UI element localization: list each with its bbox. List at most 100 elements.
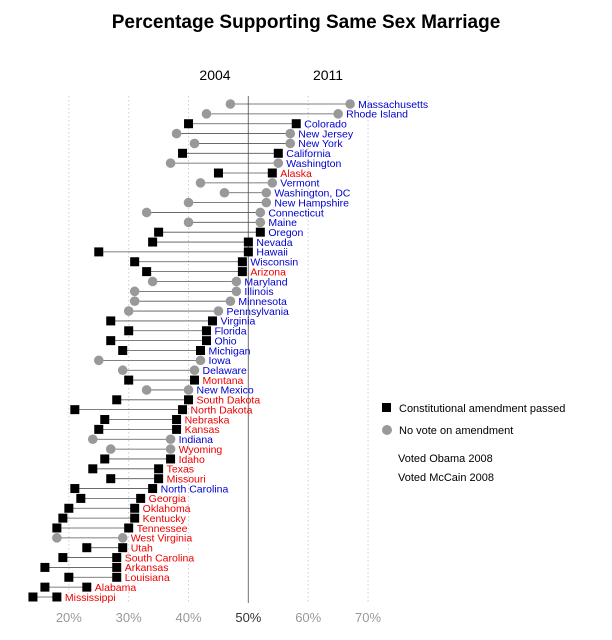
state-row-nebraska: Nebraska [100, 414, 230, 426]
point-2004-south-dakota [112, 395, 122, 405]
point-2004-arizona [142, 267, 152, 277]
point-2004-hawaii [94, 247, 104, 257]
point-2011-oregon [255, 227, 265, 237]
point-2011-virginia [207, 316, 217, 326]
state-label-north-carolina: North Carolina [161, 483, 229, 495]
state-label-iowa: Iowa [209, 355, 231, 367]
state-row-utah: Utah [82, 543, 153, 555]
legend-obama-label: Voted Obama 2008 [398, 453, 493, 465]
point-2004-south-carolina [58, 553, 68, 563]
point-2004-north-dakota [70, 405, 80, 415]
state-row-virginia: Virginia [106, 316, 255, 328]
state-label-wisconsin: Wisconsin [250, 257, 298, 269]
point-2004-ohio [106, 336, 116, 346]
state-label-ohio: Ohio [214, 335, 236, 347]
point-2011-connecticut [255, 207, 266, 218]
state-label-vermont: Vermont [280, 178, 319, 190]
state-label-louisiana: Louisiana [125, 572, 170, 584]
point-2004-delaware [117, 365, 128, 376]
point-2004-california [178, 148, 188, 158]
point-2011-vermont [267, 178, 278, 188]
state-label-nebraska: Nebraska [185, 414, 230, 426]
point-2004-texas [88, 464, 98, 474]
point-2004-arkansas [40, 562, 50, 572]
state-label-washington: Washington [286, 158, 341, 170]
point-2011-new-jersey [285, 128, 296, 139]
point-2011-arizona [237, 267, 247, 277]
state-label-illinois: Illinois [244, 286, 273, 298]
point-2004-illinois [129, 286, 140, 297]
point-2011-new-mexico [183, 385, 194, 395]
point-2011-south-carolina [112, 553, 122, 563]
point-2004-wyoming [105, 444, 116, 454]
point-2011-michigan [196, 346, 205, 355]
point-2011-ohio [201, 336, 211, 346]
point-2004-new-york [189, 138, 200, 149]
point-2011-utah [118, 543, 128, 553]
state-label-west-virginia: West Virginia [131, 533, 193, 545]
point-2011-arkansas [112, 562, 122, 572]
state-row-oklahoma: Oklahoma [64, 503, 191, 515]
point-2004-rhode-island [201, 109, 212, 119]
x-tick-label-40: 40% [176, 610, 202, 625]
state-label-washington-dc: Washington, DC [274, 188, 350, 200]
x-tick-label-60: 60% [295, 610, 321, 625]
point-2004-tennessee [52, 523, 62, 533]
state-label-kentucky: Kentucky [143, 513, 187, 525]
point-2011-massachusetts [345, 99, 355, 109]
point-2004-oklahoma [64, 503, 74, 513]
point-2011-georgia [136, 493, 146, 503]
point-2004-massachusetts [225, 99, 236, 109]
state-label-arizona: Arizona [250, 266, 286, 278]
year-label-2011: 2011 [313, 67, 343, 83]
state-label-missouri: Missouri [167, 473, 206, 485]
state-label-kansas: Kansas [185, 424, 220, 436]
point-2011-louisiana [112, 572, 122, 582]
point-2011-delaware [189, 365, 200, 376]
state-label-florida: Florida [214, 326, 246, 338]
state-row-new-mexico: New Mexico [141, 385, 254, 397]
state-row-connecticut: Connecticut [141, 207, 324, 219]
point-2004-georgia [76, 493, 86, 503]
state-label-indiana: Indiana [179, 434, 214, 446]
point-2011-north-dakota [178, 405, 188, 415]
state-label-hawaii: Hawaii [256, 247, 288, 259]
legend-no-vote-label: No vote on amendment [399, 425, 513, 437]
point-2011-new-hampshire [261, 197, 272, 208]
state-label-colorado: Colorado [304, 119, 347, 131]
point-2011-rhode-island [333, 109, 343, 119]
state-row-vermont: Vermont [195, 178, 319, 190]
point-2011-montana [190, 375, 200, 385]
point-2004-utah [82, 543, 92, 553]
point-2011-south-dakota [184, 395, 194, 405]
point-2004-florida [124, 326, 134, 336]
state-label-michigan: Michigan [209, 345, 251, 357]
point-2011-kentucky [130, 513, 140, 523]
state-label-texas: Texas [167, 464, 194, 476]
state-label-alabama: Alabama [95, 582, 137, 594]
legend-no-vote-icon [382, 425, 392, 435]
state-label-alaska: Alaska [280, 168, 312, 180]
point-2004-idaho [100, 454, 110, 464]
legend: Constitutional amendment passed No vote … [382, 403, 565, 484]
x-tick-label-70: 70% [355, 610, 381, 625]
state-label-arkansas: Arkansas [125, 562, 169, 574]
point-2011-nebraska [172, 415, 182, 425]
point-2004-wisconsin [130, 257, 140, 267]
grid-layer [68, 96, 369, 603]
point-2004-michigan [118, 346, 128, 355]
point-2011-pennsylvania [213, 306, 224, 316]
state-label-maryland: Maryland [244, 276, 287, 288]
state-label-south-carolina: South Carolina [125, 552, 195, 564]
point-2011-indiana [165, 434, 176, 445]
state-row-california: California [178, 148, 331, 160]
state-row-washington-dc: Washington, DC [219, 188, 351, 200]
state-label-georgia: Georgia [149, 493, 187, 505]
state-row-arkansas: Arkansas [40, 562, 169, 574]
state-row-kansas: Kansas [94, 424, 220, 436]
state-row-wisconsin: Wisconsin [130, 257, 298, 269]
state-label-south-dakota: South Dakota [197, 395, 261, 407]
state-row-new-york: New York [189, 138, 343, 150]
point-2004-new-mexico [141, 385, 152, 395]
point-2011-maryland [231, 276, 242, 287]
